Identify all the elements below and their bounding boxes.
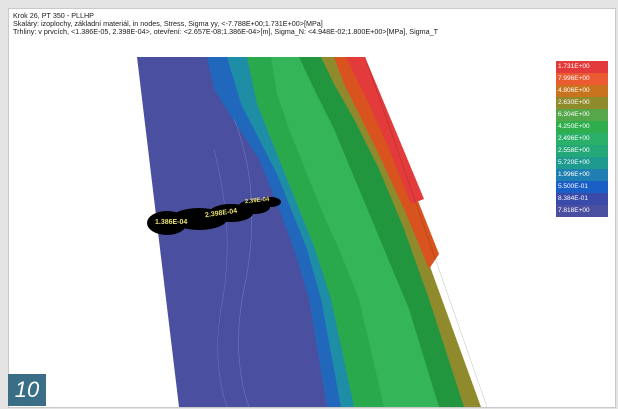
contour-olive [321,57,481,407]
legend-entry: 2.630E+00 [556,97,608,109]
legend-entry: 1.996E+00 [556,169,608,181]
legend-entry: 6.304E+00 [556,109,608,121]
figure-number-badge: 10 [8,374,46,406]
stress-contour-plot [137,56,488,407]
legend-entry: 7.818E+00 [556,205,608,217]
contour-orange [334,57,439,269]
crack-description: Trhliny: v prvcích, <1.386E-05, 2.398E-0… [13,27,439,36]
contour-dark-green [299,57,479,407]
legend-entry: 8.384E-01 [556,193,608,205]
contour-red [346,57,424,204]
color-legend: 1.731E+00 7.996E+00 4.806E+00 2.630E+00 6.30… [556,61,608,217]
legend-entry: 2.558E+00 [556,145,608,157]
legend-entry: 4.250E+00 [556,121,608,133]
crack-band [147,197,281,235]
legend-entry: 5.720E+00 [556,157,608,169]
legend-entry: 1.731E+00 [556,61,608,73]
crack-label-a: 1.386E-04 [155,219,188,226]
legend-entry: 4.806E+00 [556,85,608,97]
legend-entry: 7.996E+00 [556,73,608,85]
legend-entry: 5.500E-01 [556,181,608,193]
legend-entry: 2.496E+00 [556,133,608,145]
step-title: Krok 26, PT 350 - PLLHP [13,11,94,20]
fem-viewport[interactable]: Krok 26, PT 350 - PLLHP Skaláry: izoploc… [8,8,616,408]
scalar-description: Skaláry: izoplochy, základní materiál, i… [13,19,323,28]
